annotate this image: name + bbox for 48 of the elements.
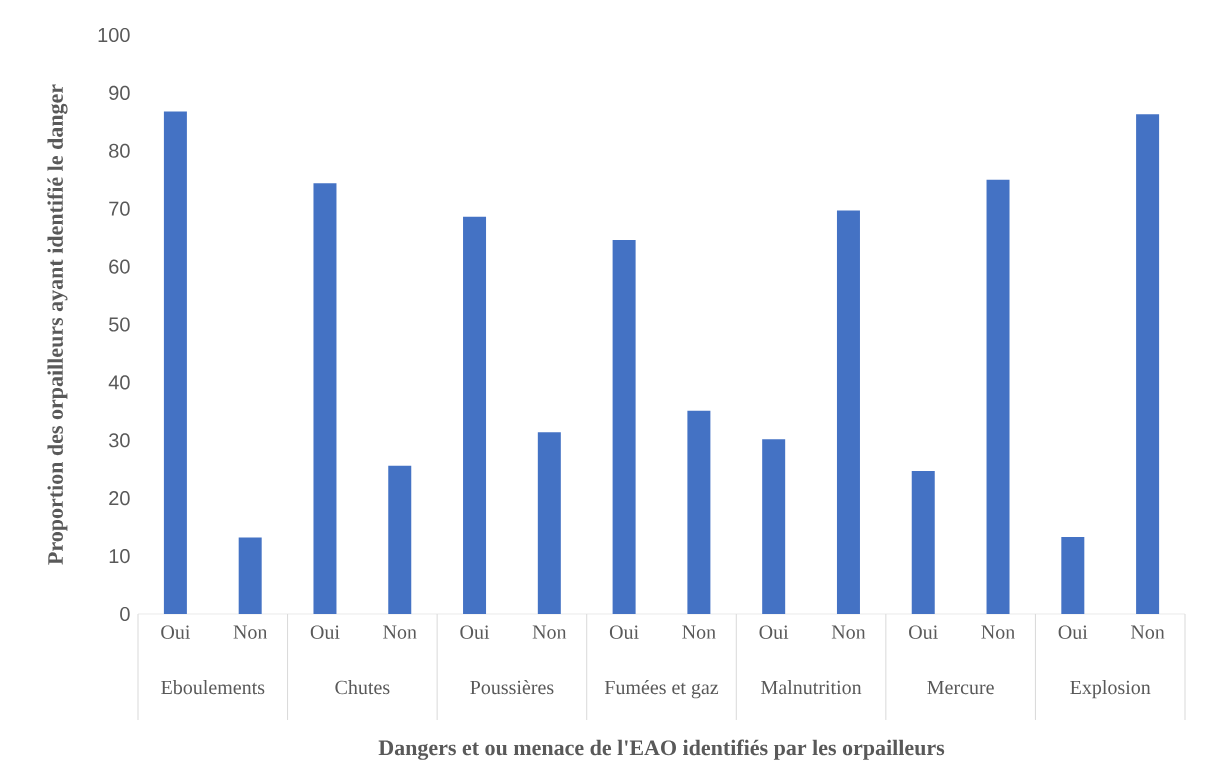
bar bbox=[986, 179, 1010, 614]
text: Malnutrition bbox=[761, 680, 862, 695]
x-axis-title: Dangers et ou menace de l'EAO identifiés par les orpailleurs bbox=[378, 739, 945, 760]
y-tick-label: 100 bbox=[98, 27, 130, 43]
bar bbox=[388, 465, 412, 614]
x-tick-label: Oui bbox=[609, 625, 639, 639]
bar bbox=[463, 216, 487, 614]
y-tick-label: 40 bbox=[108, 375, 130, 390]
y-tick-label: 90 bbox=[109, 85, 130, 100]
bar bbox=[612, 239, 636, 614]
x-tick-label: Non bbox=[831, 625, 866, 639]
x-tick-label: Non bbox=[981, 625, 1015, 639]
y-tick-label: 20 bbox=[109, 491, 130, 506]
x-tick-label: Non bbox=[383, 625, 417, 639]
text: Chutes bbox=[335, 680, 390, 695]
x-tick-label: Non bbox=[532, 625, 567, 639]
text: Poussières bbox=[470, 680, 554, 695]
y-axis-title: Proportion des orpailleurs ayant identifié le danger bbox=[47, 84, 68, 565]
bar bbox=[911, 470, 935, 614]
text: Mercure bbox=[927, 680, 994, 695]
text: Fumées et gaz bbox=[604, 680, 719, 699]
bar bbox=[537, 432, 561, 614]
x-tick-label: Non bbox=[1130, 625, 1165, 639]
bar bbox=[762, 439, 786, 614]
x-tick-label: Oui bbox=[759, 625, 789, 639]
bar bbox=[238, 537, 262, 614]
bar bbox=[163, 111, 187, 614]
y-tick-label: 10 bbox=[109, 549, 130, 564]
y-tick-label: 60 bbox=[109, 259, 130, 274]
bar bbox=[1136, 114, 1160, 614]
bar bbox=[313, 183, 337, 614]
x-tick-label: Oui bbox=[909, 625, 938, 639]
y-tick-label: 0 bbox=[120, 606, 130, 622]
x-tick-label: Oui bbox=[310, 625, 340, 639]
text: Eboulements bbox=[161, 680, 265, 695]
x-tick-label: Non bbox=[233, 625, 268, 639]
x-tick-label: Oui bbox=[1058, 625, 1088, 639]
x-tick-label: Non bbox=[682, 625, 716, 639]
y-tick-label: 70 bbox=[109, 201, 130, 216]
bar bbox=[687, 410, 711, 614]
y-tick-label: 30 bbox=[109, 433, 130, 448]
text: Explosion bbox=[1070, 680, 1151, 699]
y-tick-label: 50 bbox=[109, 317, 130, 332]
x-tick-label: Oui bbox=[161, 625, 191, 639]
bar bbox=[836, 210, 860, 614]
y-tick-label: 80 bbox=[109, 143, 130, 158]
x-tick-label: Oui bbox=[460, 625, 490, 639]
bar bbox=[1061, 536, 1085, 614]
